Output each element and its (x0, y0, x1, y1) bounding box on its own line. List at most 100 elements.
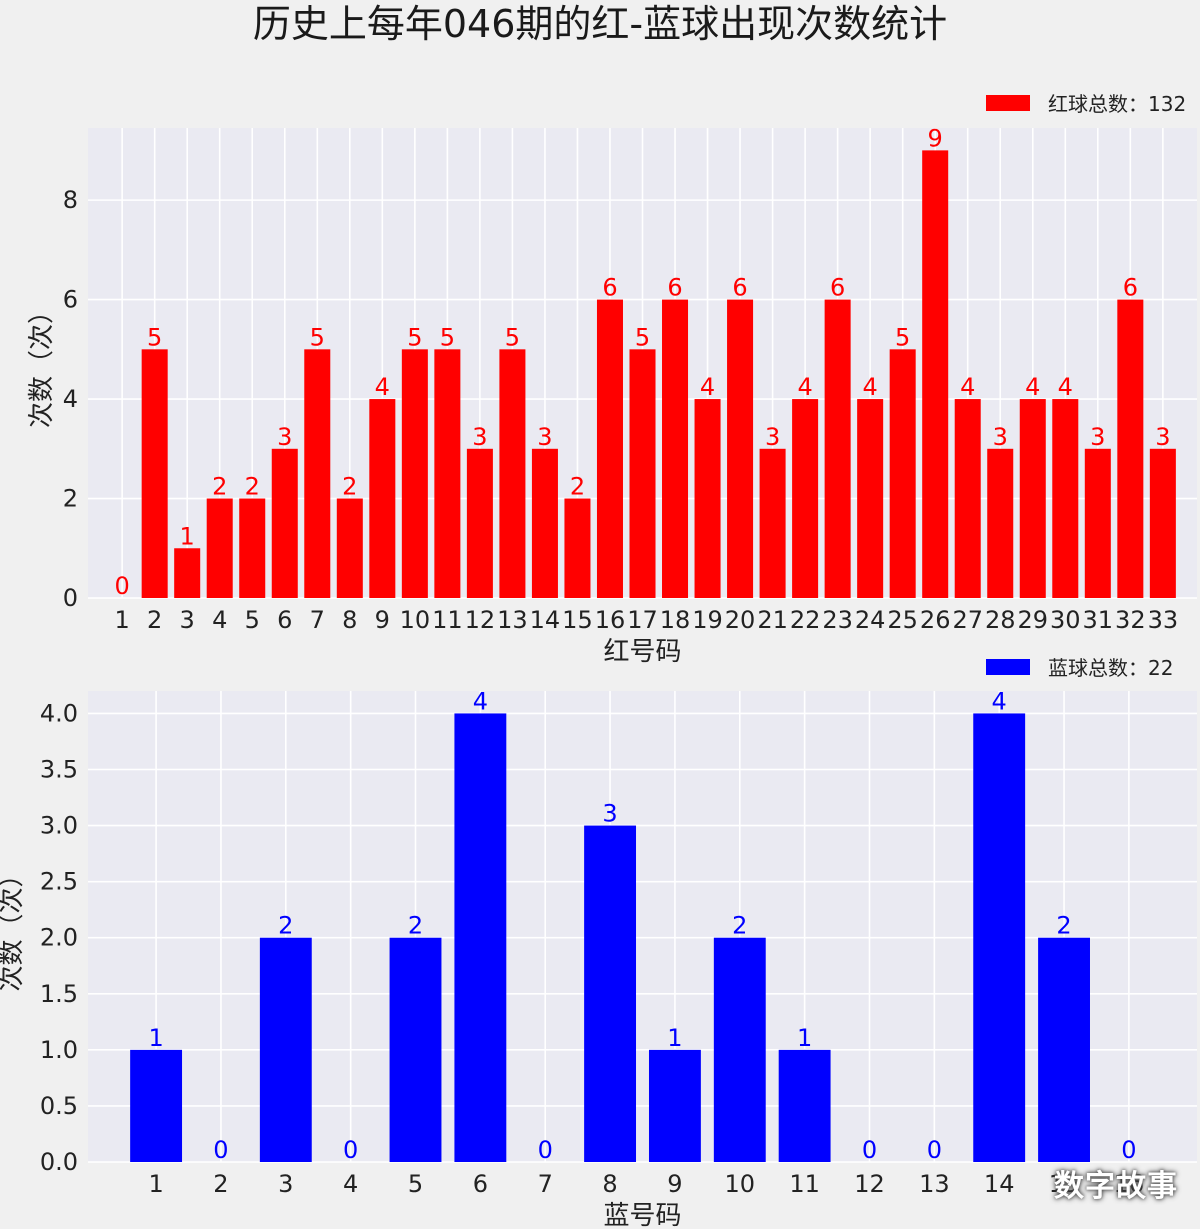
red-bar (336, 498, 363, 598)
red-ytick-label: 6 (63, 286, 78, 314)
blue-xtick-label: 5 (408, 1170, 423, 1198)
red-value-label: 6 (667, 274, 682, 302)
blue-xtick-label: 9 (667, 1170, 682, 1198)
red-value-label: 5 (635, 323, 650, 351)
blue-y-axis-label: 次数（次） (0, 861, 27, 991)
blue-ytick-label: 3.0 (40, 812, 78, 840)
red-bar (759, 448, 786, 598)
blue-value-label: 4 (992, 687, 1007, 715)
blue-bar (648, 1049, 701, 1162)
blue-xtick-label: 16 (1114, 1170, 1145, 1198)
blue-xtick-label: 8 (602, 1170, 617, 1198)
blue-bar (778, 1049, 831, 1162)
red-bar (596, 299, 623, 598)
red-value-label: 1 (180, 522, 195, 550)
blue-ytick-label: 1.5 (40, 980, 78, 1008)
red-bar (499, 349, 526, 598)
blue-xtick-label: 13 (919, 1170, 950, 1198)
blue-value-label: 2 (278, 912, 293, 940)
red-bar (401, 349, 428, 598)
blue-xtick-label: 10 (725, 1170, 756, 1198)
red-value-label: 4 (700, 373, 715, 401)
red-value-label: 2 (342, 473, 357, 501)
blue-value-label: 2 (408, 912, 423, 940)
red-bar (369, 399, 396, 598)
blue-xtick-label: 11 (789, 1170, 820, 1198)
red-value-label: 2 (212, 473, 227, 501)
red-xtick-label: 7 (310, 606, 325, 634)
blue-value-label: 4 (473, 687, 488, 715)
blue-bar (973, 713, 1026, 1162)
red-bar (1084, 448, 1111, 598)
red-xtick-label: 8 (342, 606, 357, 634)
blue-bar (259, 937, 312, 1162)
red-bar (531, 448, 558, 598)
red-xtick-label: 19 (692, 606, 723, 634)
red-bar (629, 349, 656, 598)
blue-xtick-label: 2 (213, 1170, 228, 1198)
blue-ytick-label: 2.0 (40, 924, 78, 952)
red-bar (239, 498, 266, 598)
red-xtick-label: 4 (212, 606, 227, 634)
blue-value-label: 1 (667, 1024, 682, 1052)
red-ytick-label: 8 (63, 186, 78, 214)
red-bar (1019, 399, 1046, 598)
red-bar (694, 399, 721, 598)
red-bar (662, 299, 689, 598)
red-legend-label: 红球总数：132 (1048, 92, 1186, 116)
red-bar (206, 498, 233, 598)
red-y-axis-label: 次数（次） (27, 298, 57, 428)
red-value-label: 4 (1025, 373, 1040, 401)
red-xtick-label: 12 (465, 606, 496, 634)
red-value-label: 3 (993, 423, 1008, 451)
blue-value-label: 0 (538, 1136, 553, 1164)
red-value-label: 9 (928, 124, 943, 152)
red-legend-swatch (986, 95, 1030, 111)
red-value-label: 4 (1058, 373, 1073, 401)
blue-value-label: 3 (602, 800, 617, 828)
blue-bar (713, 937, 766, 1162)
blue-value-label: 0 (213, 1136, 228, 1164)
red-xtick-label: 13 (497, 606, 528, 634)
blue-xtick-label: 3 (278, 1170, 293, 1198)
red-xtick-label: 5 (245, 606, 260, 634)
red-value-label: 6 (732, 274, 747, 302)
red-value-label: 0 (115, 572, 130, 600)
red-bar (466, 448, 493, 598)
red-xtick-label: 15 (562, 606, 593, 634)
red-bar (954, 399, 981, 598)
blue-bar (1038, 937, 1090, 1162)
blue-ytick-label: 0.0 (40, 1148, 78, 1176)
red-xtick-label: 24 (855, 606, 886, 634)
red-bar (1149, 448, 1176, 598)
red-xtick-label: 31 (1083, 606, 1114, 634)
blue-value-label: 0 (1121, 1136, 1136, 1164)
blue-bar (584, 825, 637, 1162)
red-xtick-label: 22 (790, 606, 821, 634)
blue-value-label: 2 (1056, 912, 1071, 940)
red-xtick-label: 32 (1115, 606, 1146, 634)
red-value-label: 5 (310, 323, 325, 351)
red-xtick-label: 18 (660, 606, 691, 634)
red-bar (174, 548, 201, 598)
red-xtick-label: 29 (1017, 606, 1048, 634)
red-bar (564, 498, 591, 598)
red-value-label: 3 (765, 423, 780, 451)
red-ytick-label: 0 (63, 584, 78, 612)
red-value-label: 4 (863, 373, 878, 401)
red-bar (271, 448, 298, 598)
red-bar (304, 349, 331, 598)
blue-x-axis-label: 蓝号码 (603, 1201, 681, 1229)
blue-value-label: 0 (343, 1136, 358, 1164)
red-xtick-label: 20 (725, 606, 756, 634)
red-value-label: 5 (440, 323, 455, 351)
red-xtick-label: 21 (757, 606, 788, 634)
blue-bar (454, 713, 507, 1162)
red-bar (824, 299, 851, 598)
red-x-axis-label: 红号码 (603, 637, 681, 667)
red-bar (922, 150, 949, 598)
red-xtick-label: 28 (985, 606, 1016, 634)
red-value-label: 4 (375, 373, 390, 401)
red-xtick-label: 25 (887, 606, 918, 634)
blue-value-label: 0 (862, 1136, 877, 1164)
